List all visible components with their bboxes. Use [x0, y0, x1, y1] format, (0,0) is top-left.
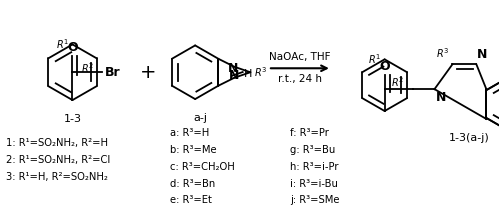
Text: c: R³=CH₂OH: c: R³=CH₂OH [170, 162, 235, 172]
Text: j: R³=SMe: j: R³=SMe [290, 196, 340, 205]
Text: e: R³=Et: e: R³=Et [170, 196, 212, 205]
Text: a: R³=H: a: R³=H [170, 128, 209, 138]
Text: a-j: a-j [193, 113, 207, 123]
Text: $R^2$: $R^2$ [80, 61, 94, 75]
Text: 1-3(a-j): 1-3(a-j) [449, 133, 490, 143]
Text: N: N [229, 69, 239, 82]
Text: f: R³=Pr: f: R³=Pr [290, 128, 329, 138]
Text: r.t., 24 h: r.t., 24 h [278, 74, 322, 84]
Text: H: H [244, 69, 252, 79]
Text: $R^1$: $R^1$ [56, 38, 70, 51]
Text: NaOAc, THF: NaOAc, THF [269, 52, 330, 62]
Text: $R^2$: $R^2$ [391, 75, 404, 89]
Text: $R^3$: $R^3$ [436, 47, 450, 60]
Text: O: O [380, 60, 390, 73]
Text: N: N [478, 48, 488, 61]
Text: 3: R¹=H, R²=SO₂NH₂: 3: R¹=H, R²=SO₂NH₂ [6, 172, 108, 182]
Text: d: R³=Bn: d: R³=Bn [170, 179, 216, 189]
Text: 1-3: 1-3 [64, 114, 82, 124]
Text: N: N [436, 91, 446, 104]
Text: g: R³=Bu: g: R³=Bu [290, 145, 335, 155]
Text: +: + [140, 63, 156, 82]
Text: N: N [228, 62, 238, 75]
Text: Br: Br [104, 66, 120, 79]
Text: b: R³=Me: b: R³=Me [170, 145, 217, 155]
Text: i: R³=i-Bu: i: R³=i-Bu [290, 179, 338, 189]
Text: 2: R¹=SO₂NH₂, R²=Cl: 2: R¹=SO₂NH₂, R²=Cl [6, 155, 110, 165]
Text: 1: R¹=SO₂NH₂, R²=H: 1: R¹=SO₂NH₂, R²=H [6, 138, 108, 148]
Text: $R^3$: $R^3$ [254, 65, 268, 79]
Text: $R^1$: $R^1$ [368, 52, 382, 66]
Text: O: O [67, 41, 78, 54]
Text: h: R³=i-Pr: h: R³=i-Pr [290, 162, 339, 172]
